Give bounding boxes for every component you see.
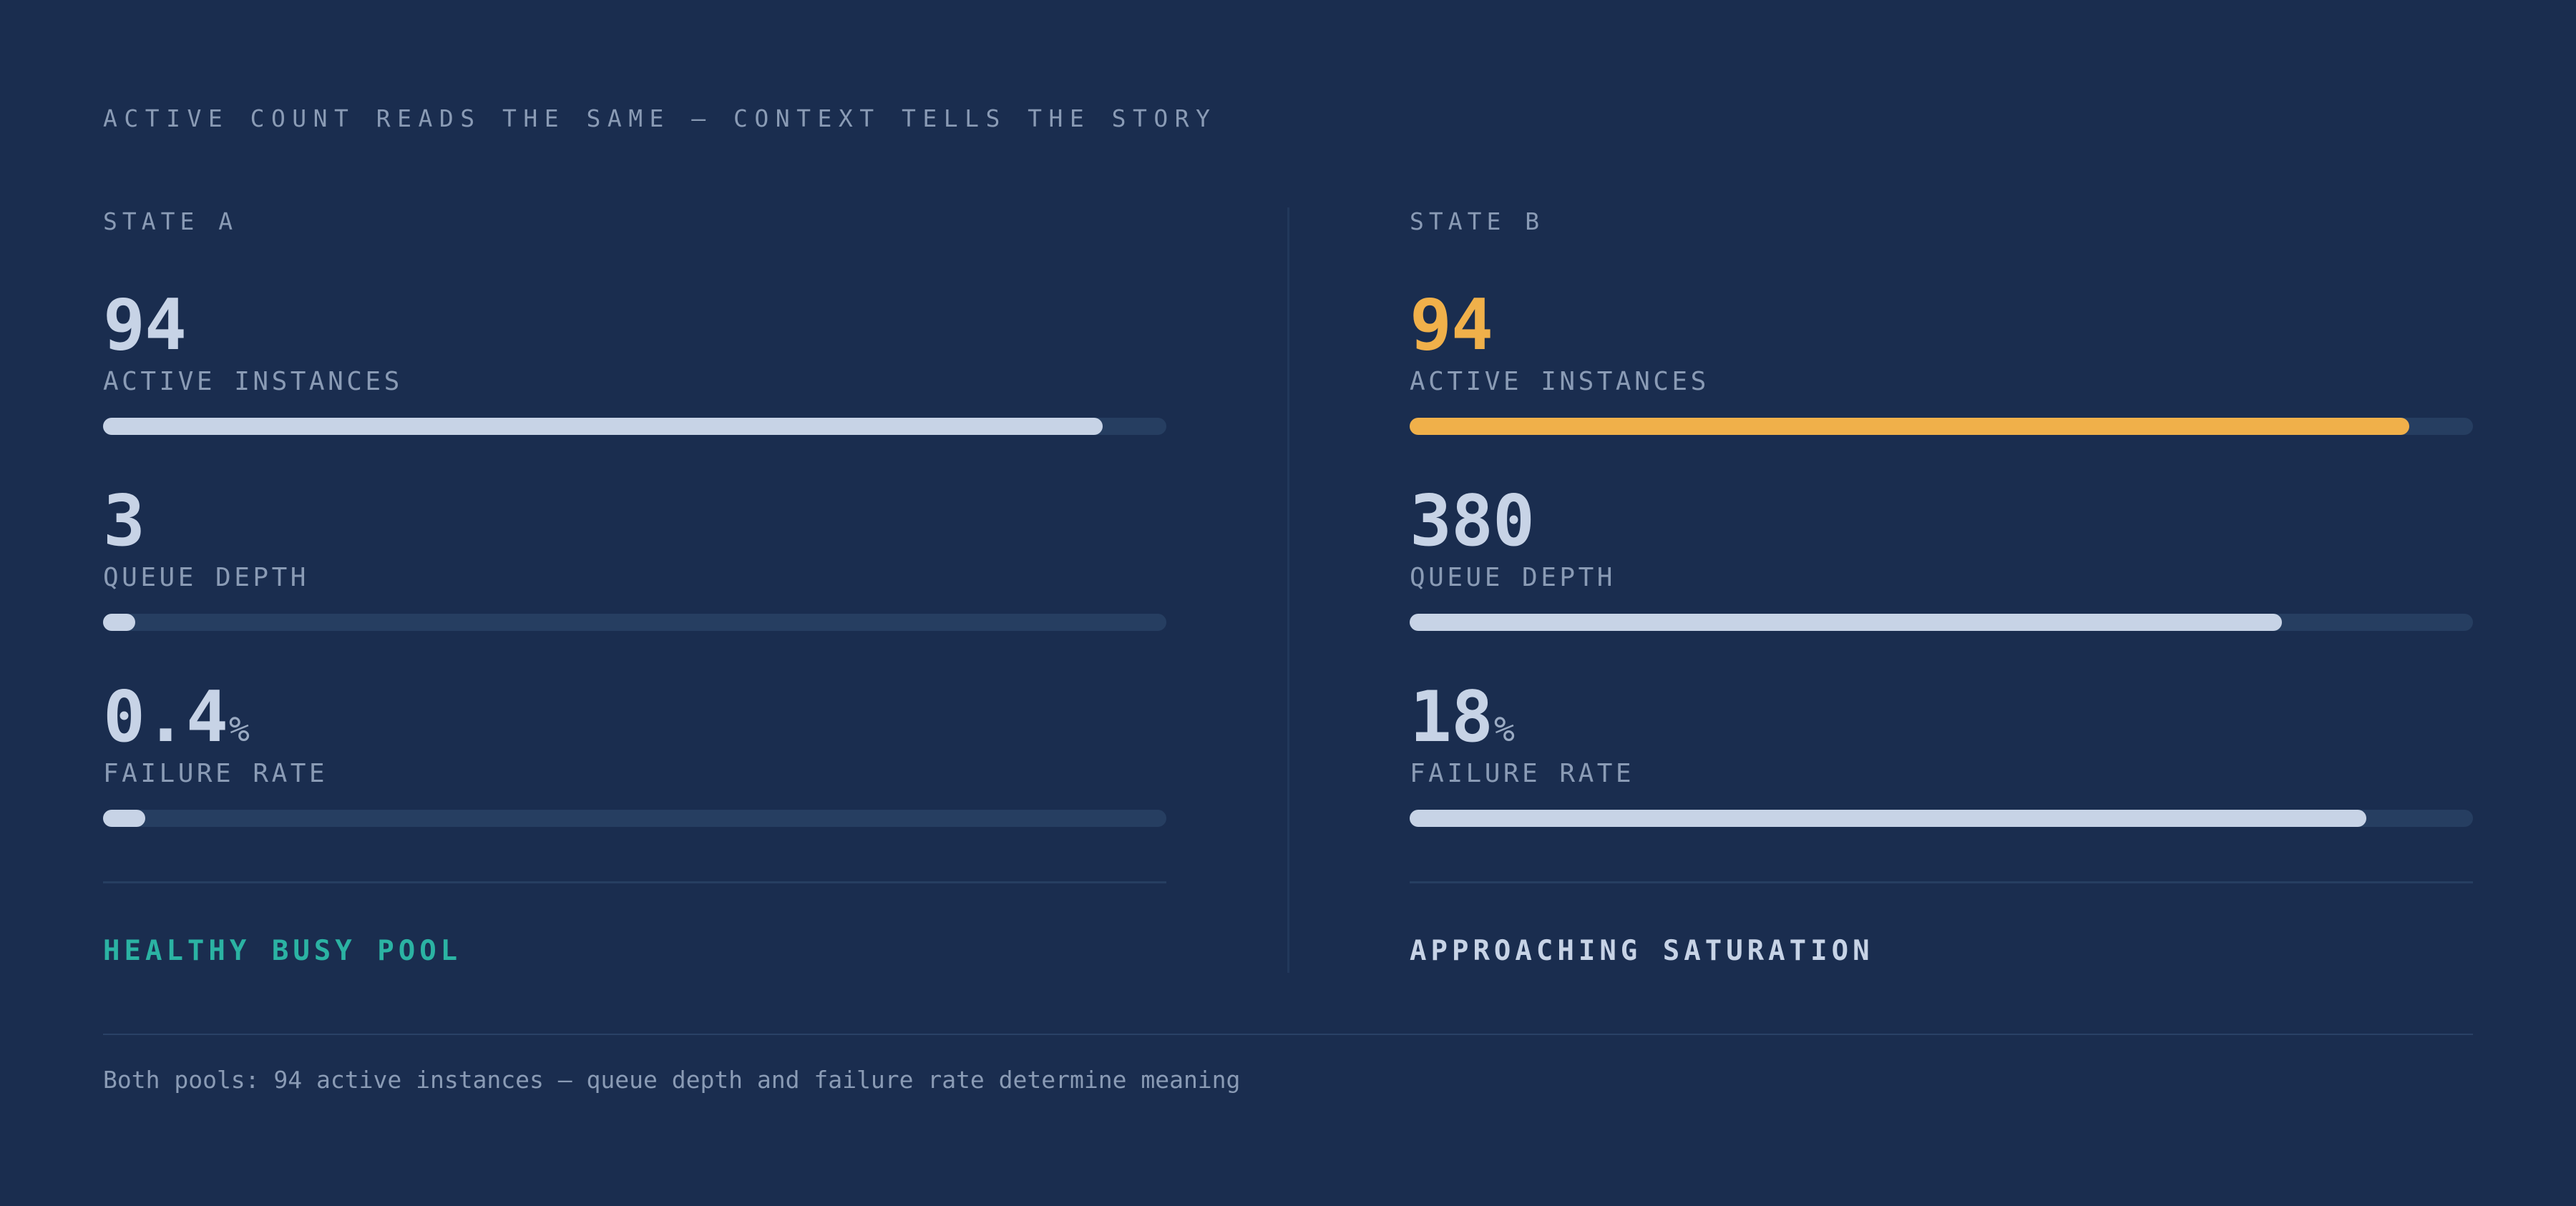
- metric-value-row: 3: [103, 482, 146, 561]
- state-b-queue-depth-metric: 380 QUEUE DEPTH: [1410, 482, 2473, 661]
- state-b-failure-rate-metric: 18% FAILURE RATE: [1410, 678, 2473, 857]
- metric-value: 380: [1410, 481, 1535, 562]
- metric-progress-fill: [103, 614, 135, 631]
- metric-progress-fill: [1410, 418, 2409, 435]
- metric-progress-track: [1410, 810, 2473, 827]
- metric-label: FAILURE RATE: [1410, 759, 1635, 788]
- metric-value-row: 380: [1410, 482, 1536, 561]
- footnote: Both pools: 94 active instances — queue …: [103, 1066, 1241, 1094]
- metric-label: QUEUE DEPTH: [1410, 563, 1616, 592]
- metric-progress-track: [1410, 614, 2473, 631]
- state-b-label: STATE B: [1410, 207, 1545, 235]
- metric-progress-fill: [103, 810, 146, 827]
- state-b-verdict: APPROACHING SATURATION: [1410, 935, 1874, 967]
- metric-label: FAILURE RATE: [103, 759, 328, 788]
- metric-value: 94: [1410, 285, 1493, 366]
- metric-label: ACTIVE INSTANCES: [103, 367, 403, 396]
- state-a-panel: STATE A 94 ACTIVE INSTANCES 3 QUEUE DEPT…: [103, 207, 1166, 987]
- panel-divider: [103, 881, 1166, 883]
- metric-progress-track: [103, 810, 1166, 827]
- metric-unit: %: [229, 710, 250, 750]
- metric-progress-track: [103, 418, 1166, 435]
- metric-value: 0.4: [103, 677, 228, 758]
- metric-progress-fill: [1410, 810, 2367, 827]
- metric-progress-fill: [103, 418, 1103, 435]
- vertical-divider: [1287, 207, 1289, 973]
- state-a-failure-rate-metric: 0.4% FAILURE RATE: [103, 678, 1166, 857]
- state-b-active-instances-metric: 94 ACTIVE INSTANCES: [1410, 286, 2473, 465]
- state-a-verdict: HEALTHY BUSY POOL: [103, 935, 462, 967]
- metric-label: ACTIVE INSTANCES: [1410, 367, 1709, 396]
- footer-divider: [103, 1034, 2473, 1035]
- metric-value-row: 0.4%: [103, 678, 250, 757]
- state-a-active-instances-metric: 94 ACTIVE INSTANCES: [103, 286, 1166, 465]
- metric-value-row: 94: [103, 286, 187, 365]
- panel-divider: [1410, 881, 2473, 883]
- state-b-panel: STATE B 94 ACTIVE INSTANCES 380 QUEUE DE…: [1410, 207, 2473, 987]
- metric-value: 94: [103, 285, 187, 366]
- metric-progress-fill: [1410, 614, 2282, 631]
- metric-progress-track: [103, 614, 1166, 631]
- metric-unit: %: [1494, 710, 1515, 750]
- state-a-label: STATE A: [103, 207, 238, 235]
- metric-label: QUEUE DEPTH: [103, 563, 309, 592]
- metric-value: 3: [103, 481, 145, 562]
- metric-value: 18: [1410, 677, 1493, 758]
- page-title: ACTIVE COUNT READS THE SAME — CONTEXT TE…: [103, 104, 1217, 132]
- state-a-queue-depth-metric: 3 QUEUE DEPTH: [103, 482, 1166, 661]
- metric-value-row: 94: [1410, 286, 1494, 365]
- metric-value-row: 18%: [1410, 678, 1515, 757]
- metric-progress-track: [1410, 418, 2473, 435]
